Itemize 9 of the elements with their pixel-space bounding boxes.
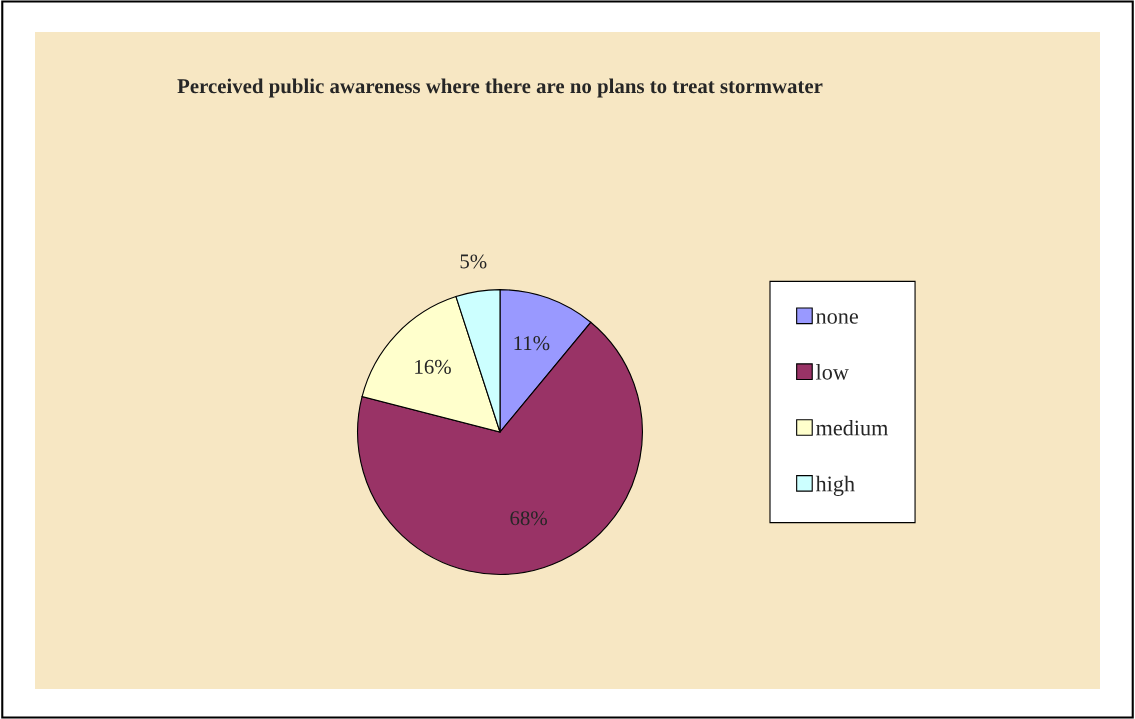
data-label: 5%: [460, 254, 487, 269]
legend-label: medium: [816, 419, 889, 436]
data-label: 11%: [514, 336, 550, 351]
legend-label: high: [815, 475, 855, 496]
chart-title: Perceived public awareness where there are no plans to treat stormwater: [177, 78, 823, 98]
legend-label: none: [816, 313, 858, 324]
legend-label: low: [816, 364, 849, 380]
data-label: 68%: [510, 511, 547, 526]
data-label: 16%: [415, 359, 451, 374]
